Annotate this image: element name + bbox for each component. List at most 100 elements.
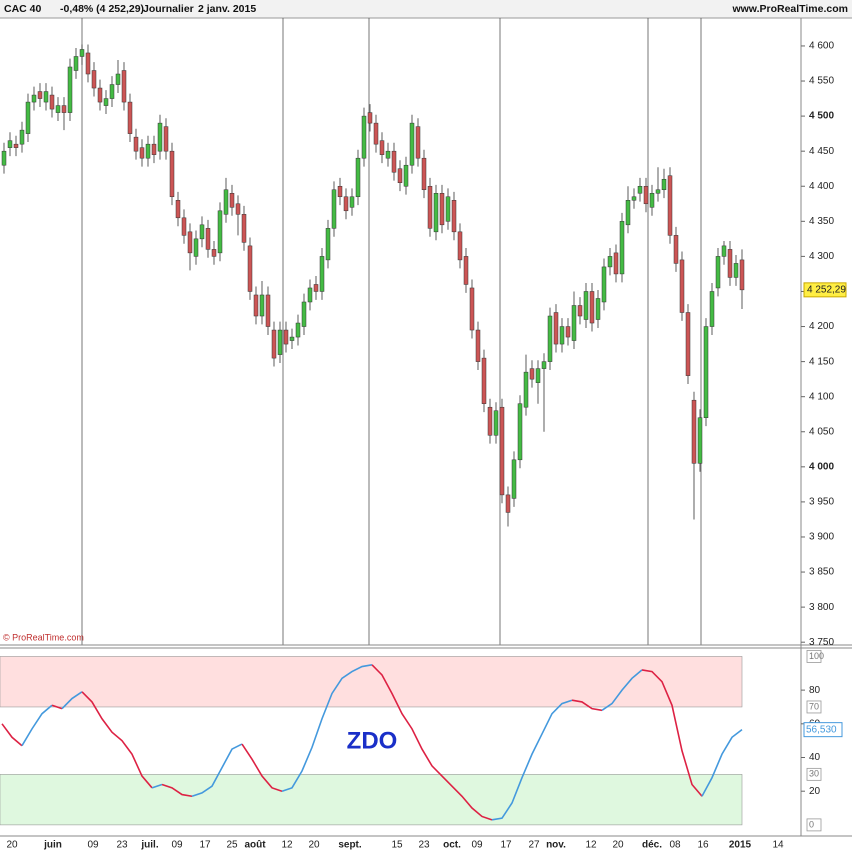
x-tick-label: sept. bbox=[338, 840, 362, 851]
candle-body bbox=[673, 235, 679, 264]
y-tick-label: 3 850 bbox=[809, 567, 834, 578]
candle-body bbox=[643, 185, 649, 205]
candle-body bbox=[217, 210, 223, 254]
candle-body bbox=[169, 150, 175, 198]
x-tick-label: 12 bbox=[281, 840, 293, 851]
zone bbox=[0, 656, 743, 708]
candle-body bbox=[727, 249, 733, 278]
candle-body bbox=[115, 73, 121, 85]
indicator-line bbox=[51, 704, 63, 710]
candle-body bbox=[241, 214, 247, 243]
change: -0,48% (4 252,29) bbox=[60, 3, 144, 15]
candle-body bbox=[85, 52, 91, 75]
candle-body bbox=[403, 164, 409, 187]
y-tick-label: 4 200 bbox=[809, 321, 834, 332]
candle-body bbox=[325, 228, 331, 261]
x-tick-label: juil. bbox=[140, 840, 158, 851]
candle-body bbox=[271, 329, 277, 359]
candle-body bbox=[547, 315, 553, 362]
y-tick-label: 4 350 bbox=[809, 216, 834, 227]
x-tick-label: 17 bbox=[500, 840, 512, 851]
last-value-label: 56,530 bbox=[806, 724, 837, 735]
candle-body bbox=[499, 406, 505, 496]
indicator-line bbox=[81, 691, 153, 789]
y-tick-label: 4 500 bbox=[809, 111, 834, 122]
indicator-line bbox=[191, 743, 243, 798]
candle-body bbox=[37, 91, 43, 99]
x-tick-label: juin bbox=[43, 840, 62, 851]
candle-body bbox=[409, 122, 415, 166]
candle-body bbox=[133, 136, 139, 152]
candle-body bbox=[223, 189, 229, 215]
indicator-line bbox=[161, 783, 193, 798]
indicator-line bbox=[641, 669, 703, 797]
last-price-label: 4 252,29 bbox=[807, 284, 846, 295]
candle-body bbox=[145, 143, 151, 159]
x-tick-label: 08 bbox=[669, 840, 681, 851]
candle-body bbox=[709, 291, 715, 327]
candle-body bbox=[277, 329, 283, 355]
candle-body bbox=[565, 326, 571, 338]
y-tick-label: 4 450 bbox=[809, 146, 834, 157]
candle-body bbox=[127, 101, 133, 134]
candle-body bbox=[685, 312, 691, 376]
candle-body bbox=[637, 185, 643, 194]
level-box bbox=[806, 650, 822, 663]
candle-body bbox=[61, 105, 67, 113]
y-tick-label: 4 600 bbox=[809, 41, 834, 52]
candle-body bbox=[307, 287, 313, 303]
candle-body bbox=[361, 115, 367, 159]
y-tick-label: 3 950 bbox=[809, 497, 834, 508]
candle-body bbox=[79, 49, 85, 57]
candle-body bbox=[373, 122, 379, 145]
candle-body bbox=[613, 252, 619, 275]
candle-body bbox=[337, 185, 343, 198]
x-tick-label: 20 bbox=[308, 840, 320, 851]
candle-body bbox=[67, 66, 73, 113]
indicator-line bbox=[601, 669, 643, 711]
candle-body bbox=[439, 193, 445, 226]
indicator-title: ZDO bbox=[347, 727, 398, 754]
candle-body bbox=[49, 94, 55, 110]
candle-body bbox=[451, 200, 457, 233]
candle-body bbox=[721, 245, 727, 257]
candle-body bbox=[679, 259, 685, 313]
candle-body bbox=[97, 87, 103, 103]
candle-body bbox=[283, 329, 289, 345]
site: www.ProRealTime.com bbox=[731, 3, 848, 15]
candle-body bbox=[229, 193, 235, 208]
level-label: 30 bbox=[809, 769, 819, 779]
header-bar bbox=[0, 0, 852, 18]
candle-body bbox=[625, 200, 631, 226]
x-tick-label: 2015 bbox=[729, 840, 752, 851]
candle-body bbox=[517, 403, 523, 461]
candle-body bbox=[559, 326, 565, 345]
candle-body bbox=[91, 70, 97, 89]
candle-body bbox=[703, 326, 709, 418]
candle-body bbox=[379, 140, 385, 155]
y-tick-label: 4 100 bbox=[809, 391, 834, 402]
indicator-line bbox=[1, 723, 23, 747]
candle-body bbox=[607, 256, 613, 268]
candle-body bbox=[661, 178, 667, 191]
x-tick-label: 12 bbox=[585, 840, 597, 851]
candle-body bbox=[121, 70, 127, 103]
candle-body bbox=[523, 371, 529, 408]
candle-body bbox=[733, 263, 739, 278]
candle-body bbox=[385, 150, 391, 159]
candle-body bbox=[7, 140, 13, 148]
y-tick-label: 4 000 bbox=[809, 461, 834, 472]
candle-body bbox=[31, 94, 37, 103]
candle-body bbox=[391, 150, 397, 173]
y-tick-label: 20 bbox=[809, 786, 821, 797]
candle-body bbox=[313, 284, 319, 292]
indicator-line bbox=[151, 783, 163, 789]
instrument: CAC 40 bbox=[4, 3, 42, 15]
candle-body bbox=[655, 189, 661, 194]
y-tick-label: 80 bbox=[809, 685, 821, 696]
period-separators bbox=[81, 18, 702, 645]
candle-body bbox=[163, 126, 169, 152]
candle-body bbox=[43, 91, 49, 103]
x-tick-label: 09 bbox=[171, 840, 183, 851]
candle-body bbox=[541, 361, 547, 369]
